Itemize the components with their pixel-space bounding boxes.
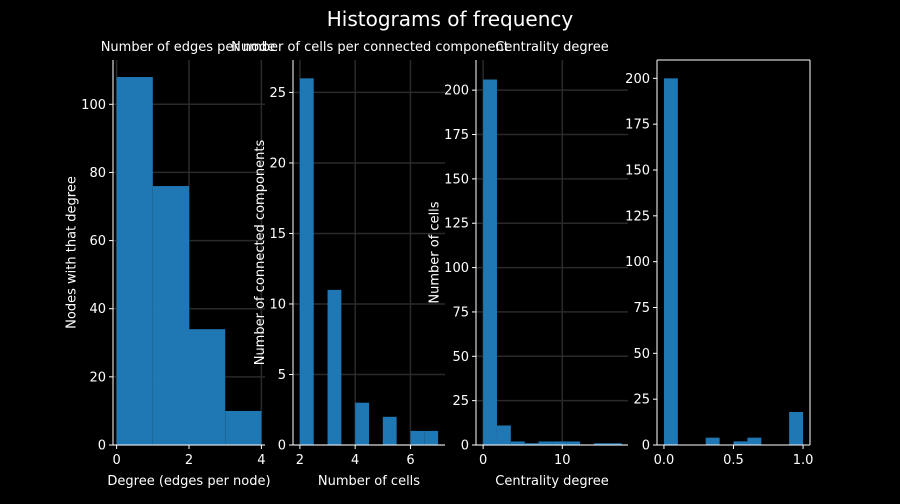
y-axis-label: Number of cells [428, 201, 443, 303]
y-tick-label: 80 [89, 166, 106, 181]
y-tick-label: 0 [642, 439, 650, 454]
y-tick-label: 75 [633, 301, 650, 316]
figure-suptitle: Histograms of frequency [327, 7, 574, 31]
y-axis-label: Number of connected components [253, 140, 268, 366]
histogram-bar [299, 78, 314, 445]
histogram-panel-2: 2 4 6 0 5 10 15 20 25 Number of cells Number of co… [231, 40, 509, 489]
y-tick-label: 5 [278, 368, 286, 383]
histogram-bar [747, 437, 762, 445]
y-tick-label: 15 [269, 227, 286, 242]
subplot-title: Number of cells per connected component [231, 40, 509, 55]
x-tick-label: 2 [296, 453, 304, 468]
histogram-bar [524, 443, 539, 445]
y-tick-label: 50 [452, 350, 469, 365]
y-tick-label: 200 [625, 72, 650, 87]
y-tick-label: 25 [269, 86, 286, 101]
x-tick-label: 0.5 [723, 453, 744, 468]
x-axis-label: Degree (edges per node) [107, 474, 270, 489]
x-tick-label: 1.0 [793, 453, 814, 468]
y-axis-label: Nodes with that degree [65, 176, 80, 329]
y-tick-label: 100 [444, 261, 469, 276]
x-tick-label: 0 [479, 453, 487, 468]
subplot-title: Centrality degree [495, 40, 608, 55]
y-tick-label: 200 [444, 84, 469, 99]
y-tick-label: 0 [278, 439, 286, 454]
x-tick-label: 0.0 [654, 453, 675, 468]
y-tick-label: 175 [625, 118, 650, 133]
histogram-bar [382, 416, 397, 445]
histogram-bar [510, 441, 525, 445]
y-tick-label: 0 [98, 439, 106, 454]
histogram-bar [116, 77, 153, 445]
histogram-bar [663, 78, 678, 445]
histogram-bar [593, 443, 608, 445]
x-tick-label: 2 [185, 453, 193, 468]
y-tick-label: 175 [444, 128, 469, 143]
y-tick-label: 40 [89, 302, 106, 317]
y-tick-label: 50 [633, 347, 650, 362]
histogram-bar [225, 410, 262, 445]
x-tick-label: 4 [351, 453, 359, 468]
histogram-bar [705, 437, 720, 445]
histogram-bar [355, 402, 369, 445]
y-tick-label: 75 [452, 305, 469, 320]
histogram-bar [733, 441, 748, 445]
y-tick-label: 60 [89, 234, 106, 249]
histogram-bar [410, 430, 425, 445]
histogram-bar [538, 441, 553, 445]
histogram-bar [552, 441, 567, 445]
y-tick-label: 20 [89, 370, 106, 385]
x-tick-label: 6 [406, 453, 414, 468]
y-tick-label: 25 [452, 394, 469, 409]
y-tick-label: 25 [633, 393, 650, 408]
x-tick-label: 4 [257, 453, 265, 468]
y-tick-label: 0 [461, 439, 469, 454]
y-tick-label: 150 [625, 164, 650, 179]
y-tick-label: 150 [444, 172, 469, 187]
histogram-bar [327, 289, 342, 445]
x-tick-label: 10 [554, 453, 571, 468]
y-tick-label: 125 [444, 217, 469, 232]
y-tick-label: 125 [625, 209, 650, 224]
x-axis-label: Number of cells [318, 474, 420, 489]
histogram-bar [789, 412, 804, 445]
histogram-bar [189, 329, 226, 445]
histogram-bar [483, 79, 497, 446]
histogram-panel-4: 0.0 0.5 1.0 0 25 50 75 100 125 150 175 200 [625, 59, 814, 468]
y-tick-label: 20 [269, 156, 286, 171]
histogram-bar [607, 443, 622, 445]
x-tick-label: 0 [112, 453, 120, 468]
y-tick-label: 100 [81, 98, 106, 113]
histogram-bar [152, 186, 189, 445]
y-tick-label: 100 [625, 255, 650, 270]
histogram-bar [496, 425, 511, 445]
histogram-bar [424, 430, 439, 445]
y-tick-label: 10 [269, 297, 286, 312]
histogram-bar [566, 441, 581, 445]
subplot-title: Number of edges per node [101, 40, 276, 55]
x-axis-label: Centrality degree [495, 474, 608, 489]
